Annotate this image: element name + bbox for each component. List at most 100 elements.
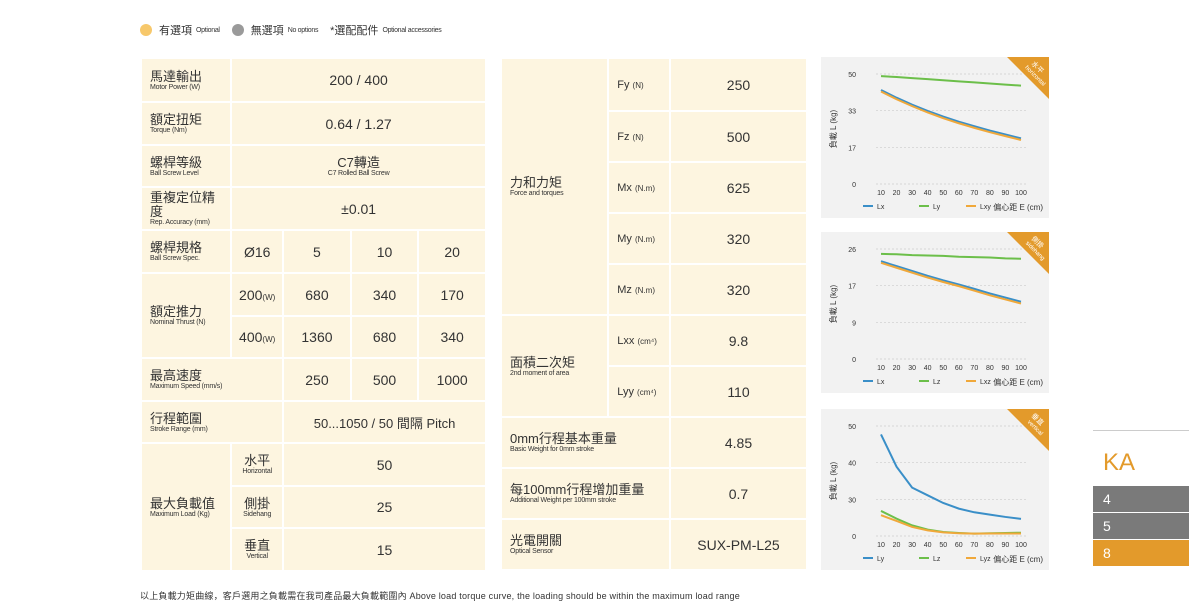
watt: 200 xyxy=(239,286,263,303)
x-tick-label: 30 xyxy=(908,365,916,372)
sub-label: 側掛 xyxy=(244,495,271,511)
value: 200 / 400 xyxy=(230,57,487,103)
label-en: Force and torques xyxy=(510,190,564,197)
lead: 20 xyxy=(417,229,487,274)
x-tick-label: 30 xyxy=(908,190,916,197)
accessories-label: *選配配件 xyxy=(330,25,379,37)
label-en: Stroke Range (mm) xyxy=(150,425,208,433)
row-weight: 0mm行程基本重量 Basic Weight for 0mm stroke 4.85 xyxy=(500,416,809,469)
row-area: Lyy (cm⁴) 110 xyxy=(501,365,809,418)
x-tick-label: 50 xyxy=(939,542,947,549)
value: 680 xyxy=(349,315,420,359)
x-tick-label: 90 xyxy=(1002,365,1010,372)
label-en: Nominal Thrust (N) xyxy=(150,319,206,326)
label-en: Ball Screw Level xyxy=(150,169,199,177)
value: 250 xyxy=(668,57,809,112)
row-thrust: 額定推力 Nominal Thrust (N) 200(W) 680 340 170 xyxy=(139,272,487,359)
value: 110 xyxy=(668,365,809,418)
optional-dot-icon xyxy=(140,24,152,36)
legend-label-Lx: Lx xyxy=(877,204,885,211)
unit: (N) xyxy=(632,132,644,142)
label: 行程範圍 xyxy=(150,410,203,426)
value: ±0.01 xyxy=(230,186,487,231)
y-tick-label: 50 xyxy=(848,424,856,431)
tab-8[interactable]: 8 xyxy=(1093,540,1189,566)
label: 面積二次矩 xyxy=(510,354,576,370)
label: 每100mm行程增加重量 xyxy=(510,482,645,497)
x-tick-label: 100 xyxy=(1015,542,1027,549)
no-option-label: 無選項 xyxy=(250,25,284,37)
label-en: Additional Weight per 100mm stroke xyxy=(510,497,616,504)
load-chart-vertical: 0 30 40 50 10 20 30 40 50 60 70 80 90 100 負載 L (kg) Ly L… xyxy=(821,409,1049,570)
row-thrust-2: 400(W) 1360 680 340 xyxy=(141,315,487,359)
value: C7轉造 xyxy=(337,154,380,170)
row-sensor: 光電開關 Optical Sensor SUX-PM-L25 xyxy=(500,518,809,571)
series-line-Ly xyxy=(880,433,1022,520)
optional-label-en: Optional xyxy=(196,26,220,34)
tab-5[interactable]: 5 xyxy=(1093,513,1189,539)
x-tick-label: 20 xyxy=(893,365,901,372)
sub-label-en: Horizontal xyxy=(242,468,272,475)
label: 馬達輸出 xyxy=(150,68,203,84)
y-tick-label: 0 xyxy=(852,534,856,541)
x-tick-label: 40 xyxy=(924,365,932,372)
orientation-tag xyxy=(1007,57,1049,99)
lead: 10 xyxy=(349,229,420,274)
row-speed: 最高速度 Maximum Speed (mm/s) 250 500 1000 xyxy=(139,357,487,402)
lead: 5 xyxy=(282,229,352,274)
value: 25 xyxy=(282,485,487,529)
label-en: Maximum Load (Kg) xyxy=(150,510,210,518)
spec-table-mid: 力和力矩 Force and torques Fy (N) 250 Fz (N) 500 M… xyxy=(499,57,809,571)
row-load: 最大負載值 Maximum Load (Kg) 水平 Horizontal 50 xyxy=(139,442,487,572)
x-tick-label: 30 xyxy=(908,542,916,549)
orientation-tag xyxy=(1007,232,1049,274)
unit: (N.m) xyxy=(634,183,655,193)
row-force: My (N.m) 320 xyxy=(501,212,809,265)
load-chart-horizontal: 0 17 33 50 10 20 30 40 50 60 70 80 90 100 負載 L (kg) Lx L… xyxy=(821,57,1049,218)
value: 340 xyxy=(349,272,420,317)
sub-label: 垂直 xyxy=(244,538,271,553)
value: 15 xyxy=(282,527,487,572)
label-en: Basic Weight for 0mm stroke xyxy=(510,446,594,453)
x-axis-label: 偏心距 E (cm) xyxy=(993,202,1043,212)
x-tick-label: 20 xyxy=(893,190,901,197)
label: 最高速度 xyxy=(150,368,203,383)
series-line-Lxz xyxy=(880,261,1022,305)
label-en: Motor Power (W) xyxy=(150,83,200,91)
value-en: C7 Rolled Ball Screw xyxy=(327,169,390,177)
value: 625 xyxy=(668,161,809,214)
unit: (N) xyxy=(632,80,644,90)
diameter: Ø16 xyxy=(230,229,285,274)
value: 1000 xyxy=(417,357,487,402)
label: 額定推力 xyxy=(150,304,203,319)
legend-label-Lz: Lz xyxy=(933,556,941,563)
optional-label: 有選項 xyxy=(159,25,192,37)
value: 320 xyxy=(668,212,809,265)
value: 50 xyxy=(282,442,487,487)
y-tick-label: 9 xyxy=(852,320,856,327)
sub-label: 水平 xyxy=(244,453,271,468)
y-tick-label: 50 xyxy=(848,72,856,79)
y-tick-label: 26 xyxy=(848,247,856,254)
y-tick-label: 33 xyxy=(848,109,856,116)
y-axis-label: 負載 L (kg) xyxy=(828,284,838,323)
value: 170 xyxy=(417,272,487,317)
tab-4[interactable]: 4 xyxy=(1093,486,1189,512)
unit: (cm⁴) xyxy=(637,387,657,397)
load-chart-sidehang: 0 9 17 26 10 20 30 40 50 60 70 80 90 100 負載 L (kg) Lx Lz… xyxy=(821,232,1049,393)
symbol: Mz xyxy=(617,283,632,296)
label: 重複定位精度 xyxy=(150,190,216,219)
row-load-3: 垂直 Vertical 15 xyxy=(141,527,487,572)
y-tick-label: 17 xyxy=(848,145,856,152)
x-tick-label: 70 xyxy=(970,190,978,197)
row-force: 力和力矩 Force and torques Fy (N) 250 xyxy=(499,57,809,316)
accessories-label-en: Optional accessories xyxy=(382,26,442,34)
y-tick-label: 17 xyxy=(848,284,856,291)
y-tick-label: 40 xyxy=(848,461,856,468)
spec-table-left: 馬達輸出 Motor Power (W) 200 / 400 額定扭矩 Torque … xyxy=(139,57,487,572)
x-tick-label: 80 xyxy=(986,190,994,197)
symbol: Mx xyxy=(617,181,632,194)
row-level: 螺桿等級 Ball Screw Level C7轉造 C7 Rolled Ball S… xyxy=(139,144,487,188)
value: SUX-PM-L25 xyxy=(668,518,809,571)
x-tick-label: 70 xyxy=(970,542,978,549)
